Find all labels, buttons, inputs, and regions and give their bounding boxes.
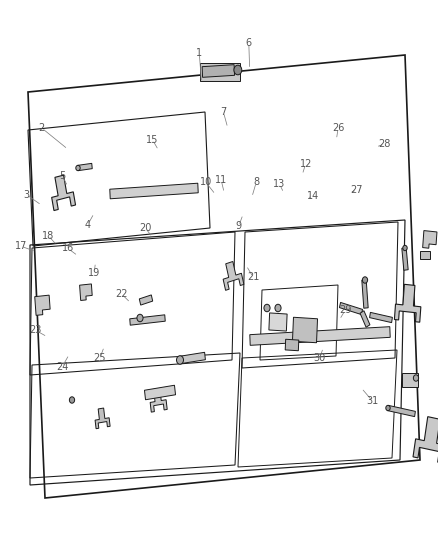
Polygon shape <box>180 352 205 364</box>
Text: 4: 4 <box>85 220 91 230</box>
Text: 16: 16 <box>62 244 74 253</box>
Polygon shape <box>388 406 415 417</box>
Bar <box>200 63 240 80</box>
Bar <box>269 313 287 331</box>
Bar <box>285 340 299 351</box>
Circle shape <box>264 304 270 312</box>
Circle shape <box>362 277 367 283</box>
Polygon shape <box>250 327 390 345</box>
Text: 3: 3 <box>23 190 29 199</box>
Text: 28: 28 <box>378 139 391 149</box>
Polygon shape <box>110 183 198 199</box>
Bar <box>402 373 418 386</box>
Bar <box>420 251 431 259</box>
Polygon shape <box>423 231 437 248</box>
Text: 7: 7 <box>220 107 226 117</box>
Text: 19: 19 <box>88 268 100 278</box>
Text: 13: 13 <box>273 179 286 189</box>
Text: 27: 27 <box>351 185 363 195</box>
Polygon shape <box>139 295 153 305</box>
Text: 15: 15 <box>146 135 159 144</box>
Text: 17: 17 <box>15 241 27 251</box>
Polygon shape <box>80 284 92 301</box>
Polygon shape <box>95 408 110 429</box>
Text: 23: 23 <box>30 326 42 335</box>
Polygon shape <box>223 262 244 290</box>
Circle shape <box>234 65 242 75</box>
Polygon shape <box>360 311 370 327</box>
Polygon shape <box>145 385 176 400</box>
Text: 9: 9 <box>236 221 242 231</box>
Polygon shape <box>339 302 363 314</box>
Text: 1: 1 <box>196 49 202 58</box>
Circle shape <box>413 375 419 381</box>
Circle shape <box>137 314 143 322</box>
Text: 8: 8 <box>253 177 259 187</box>
Circle shape <box>76 165 80 171</box>
Polygon shape <box>394 284 421 322</box>
Circle shape <box>386 405 390 410</box>
Text: 22: 22 <box>116 289 128 299</box>
Polygon shape <box>362 280 368 308</box>
Text: 30: 30 <box>314 353 326 363</box>
Text: 6: 6 <box>246 38 252 47</box>
Circle shape <box>177 356 184 364</box>
Polygon shape <box>413 417 438 463</box>
Text: 12: 12 <box>300 159 312 168</box>
Polygon shape <box>52 175 75 211</box>
Text: 14: 14 <box>307 191 319 201</box>
Polygon shape <box>202 64 235 77</box>
Polygon shape <box>150 389 167 412</box>
Circle shape <box>69 397 74 403</box>
Text: 29: 29 <box>339 305 351 315</box>
Polygon shape <box>35 295 50 316</box>
Text: 20: 20 <box>139 223 152 233</box>
Text: 24: 24 <box>56 362 68 372</box>
Polygon shape <box>402 248 408 270</box>
Text: 18: 18 <box>42 231 54 240</box>
Circle shape <box>275 304 281 312</box>
Polygon shape <box>78 163 92 171</box>
Text: 2: 2 <box>39 123 45 133</box>
Polygon shape <box>130 315 165 325</box>
Text: 11: 11 <box>215 175 227 185</box>
Text: 26: 26 <box>332 123 344 133</box>
Text: 5: 5 <box>59 171 65 181</box>
Bar <box>293 317 318 343</box>
Text: 21: 21 <box>247 272 259 282</box>
Circle shape <box>403 245 407 251</box>
Text: 10: 10 <box>200 177 212 187</box>
Text: 31: 31 <box>366 396 378 406</box>
Polygon shape <box>370 312 392 322</box>
Text: 25: 25 <box>94 353 106 363</box>
